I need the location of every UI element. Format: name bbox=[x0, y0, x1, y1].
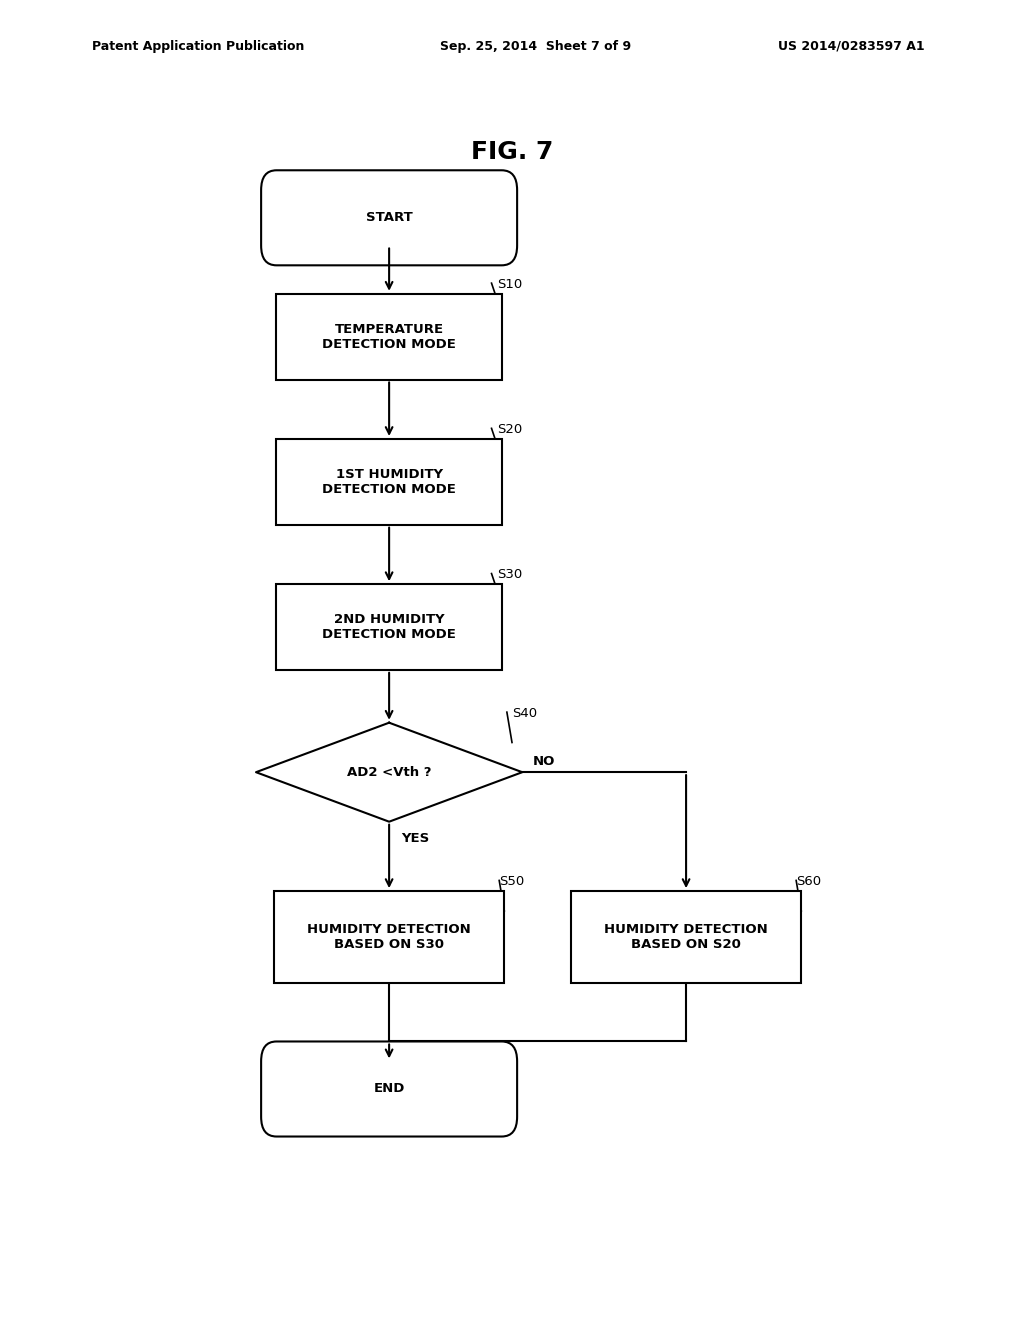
Text: END: END bbox=[374, 1082, 404, 1096]
Text: FIG. 7: FIG. 7 bbox=[471, 140, 553, 164]
Text: 2ND HUMIDITY
DETECTION MODE: 2ND HUMIDITY DETECTION MODE bbox=[323, 612, 456, 642]
FancyBboxPatch shape bbox=[276, 293, 502, 380]
Text: S60: S60 bbox=[797, 875, 821, 888]
Text: START: START bbox=[366, 211, 413, 224]
Text: TEMPERATURE
DETECTION MODE: TEMPERATURE DETECTION MODE bbox=[323, 322, 456, 351]
FancyBboxPatch shape bbox=[261, 1041, 517, 1137]
Text: HUMIDITY DETECTION
BASED ON S30: HUMIDITY DETECTION BASED ON S30 bbox=[307, 923, 471, 952]
Text: HUMIDITY DETECTION
BASED ON S20: HUMIDITY DETECTION BASED ON S20 bbox=[604, 923, 768, 952]
FancyBboxPatch shape bbox=[276, 583, 502, 671]
Text: Sep. 25, 2014  Sheet 7 of 9: Sep. 25, 2014 Sheet 7 of 9 bbox=[440, 40, 632, 53]
FancyBboxPatch shape bbox=[276, 438, 502, 524]
Text: S30: S30 bbox=[497, 569, 522, 581]
Text: S40: S40 bbox=[512, 708, 538, 721]
Text: S10: S10 bbox=[497, 279, 522, 290]
Text: NO: NO bbox=[532, 755, 555, 768]
Text: Patent Application Publication: Patent Application Publication bbox=[92, 40, 304, 53]
Polygon shape bbox=[256, 723, 522, 821]
Text: YES: YES bbox=[401, 833, 430, 845]
FancyBboxPatch shape bbox=[261, 170, 517, 265]
Text: 1ST HUMIDITY
DETECTION MODE: 1ST HUMIDITY DETECTION MODE bbox=[323, 467, 456, 496]
FancyBboxPatch shape bbox=[274, 891, 505, 983]
Text: S20: S20 bbox=[497, 424, 522, 436]
Text: S50: S50 bbox=[500, 875, 524, 888]
Text: US 2014/0283597 A1: US 2014/0283597 A1 bbox=[778, 40, 925, 53]
Text: AD2 <Vth ?: AD2 <Vth ? bbox=[347, 766, 431, 779]
FancyBboxPatch shape bbox=[571, 891, 801, 983]
